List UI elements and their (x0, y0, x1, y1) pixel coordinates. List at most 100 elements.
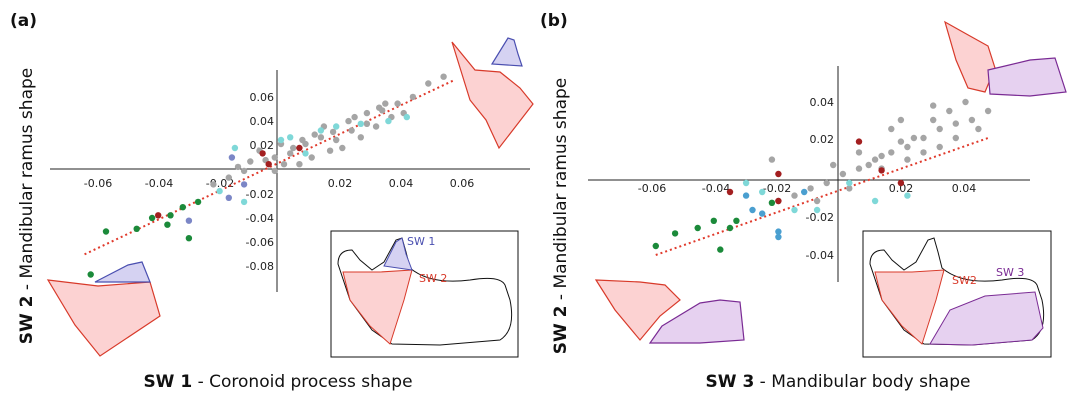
data-point-grey (984, 107, 992, 115)
data-point-green (694, 224, 701, 232)
data-point-green (87, 271, 94, 278)
data-point-cyan (216, 187, 223, 195)
data-point-grey (280, 161, 288, 168)
data-point-blue (775, 233, 782, 241)
ramus-shape-pink-b (944, 20, 996, 93)
panel-b-label: (b) (540, 11, 568, 31)
panel-a-xtick: -0.04 (145, 177, 173, 190)
data-point-green (710, 217, 717, 224)
data-point-green (768, 199, 776, 206)
data-point-green (726, 224, 734, 232)
data-point-green (194, 198, 202, 206)
data-point-green (164, 221, 171, 228)
data-point-darkred (259, 150, 266, 157)
data-point-grey (382, 100, 389, 107)
data-point-slate (240, 181, 248, 188)
data-point-grey (888, 149, 895, 156)
data-point-grey (345, 117, 352, 125)
panel-b-inset: SW2 SW 3 (862, 230, 1052, 358)
data-point-grey (930, 116, 937, 124)
data-point-cyan (333, 123, 340, 130)
data-point-darkred (897, 179, 905, 187)
coronoid-shape-purple (490, 37, 523, 67)
data-point-grey (952, 134, 959, 142)
data-point-grey (904, 143, 911, 151)
data-point-darkred (296, 144, 303, 152)
data-point-cyan (403, 113, 410, 121)
panel-b-shape-lower-left (594, 279, 745, 344)
data-point-grey (946, 107, 953, 115)
data-point-grey (855, 149, 863, 156)
data-point-darkred (155, 212, 162, 219)
data-point-grey (409, 93, 417, 101)
data-point-green (671, 230, 679, 237)
data-point-grey (363, 109, 371, 117)
panel-b-xtick: 0.04 (952, 182, 977, 195)
data-point-grey (768, 156, 776, 163)
data-point-grey (930, 102, 937, 109)
panel-b-xtick: -0.02 (763, 182, 791, 195)
data-point-slate (185, 217, 193, 224)
jaw-outline (337, 237, 513, 346)
panel-b-xtick: -0.06 (638, 182, 666, 195)
data-point-cyan (871, 197, 879, 205)
panel-a-ytick: 0.02 (250, 139, 275, 152)
panel-a-ytick: 0.06 (250, 91, 275, 104)
inset-body-highlight-b (929, 291, 1044, 346)
inset-label-sw1: SW 1 (407, 235, 435, 248)
data-point-grey (936, 125, 943, 133)
data-point-grey (271, 167, 278, 175)
data-point-grey (290, 144, 297, 152)
data-point-darkred (855, 138, 863, 145)
panel-b-points (652, 98, 992, 253)
data-point-grey (888, 125, 895, 133)
data-point-grey (348, 127, 355, 134)
data-point-grey (299, 136, 306, 144)
trend-line (655, 137, 989, 256)
panel-a-x-title: SW 1 - Coronoid process shape (143, 372, 412, 392)
data-point-cyan (813, 206, 821, 214)
data-point-grey (234, 163, 242, 171)
data-point-grey (807, 185, 814, 192)
data-point-darkred (775, 170, 782, 178)
data-point-cyan (302, 150, 309, 157)
ramus-shape-pink (451, 41, 534, 150)
data-point-green (167, 212, 174, 219)
data-point-grey (897, 138, 905, 145)
data-point-blue (759, 210, 766, 217)
data-point-blue (742, 192, 750, 199)
data-point-grey (425, 80, 432, 87)
data-point-green (652, 242, 659, 250)
data-point-cyan (277, 136, 285, 144)
panel-a-xtick: 0.04 (389, 177, 414, 190)
panel-a-ytick: -0.02 (246, 188, 274, 201)
data-point-grey (333, 136, 340, 144)
data-point-grey (920, 149, 927, 156)
data-point-grey (952, 120, 959, 127)
data-point-grey (357, 134, 364, 141)
data-point-grey (897, 116, 905, 124)
data-point-grey (865, 161, 872, 169)
data-point-cyan (287, 134, 294, 141)
panel-a-shape-upper-right (451, 37, 534, 150)
data-point-grey (910, 134, 918, 142)
panel-a-xtick: 0.02 (328, 177, 353, 190)
data-point-green (148, 214, 156, 222)
data-point-cyan (231, 144, 239, 152)
data-point-grey (975, 125, 982, 133)
data-point-cyan (317, 127, 325, 134)
data-point-green (733, 217, 740, 224)
data-point-grey (855, 165, 863, 172)
data-point-grey (791, 192, 798, 199)
data-point-grey (317, 134, 325, 141)
data-point-grey (871, 156, 879, 163)
data-point-blue (775, 228, 782, 235)
inset-coronoid-highlight (383, 237, 413, 271)
inset-ramus-highlight (342, 269, 413, 345)
data-point-grey (878, 152, 885, 160)
ramus-shape-pink-b-lower (594, 279, 681, 341)
data-point-cyan (904, 192, 911, 199)
data-point-grey (962, 98, 969, 106)
data-point-grey (210, 181, 217, 188)
